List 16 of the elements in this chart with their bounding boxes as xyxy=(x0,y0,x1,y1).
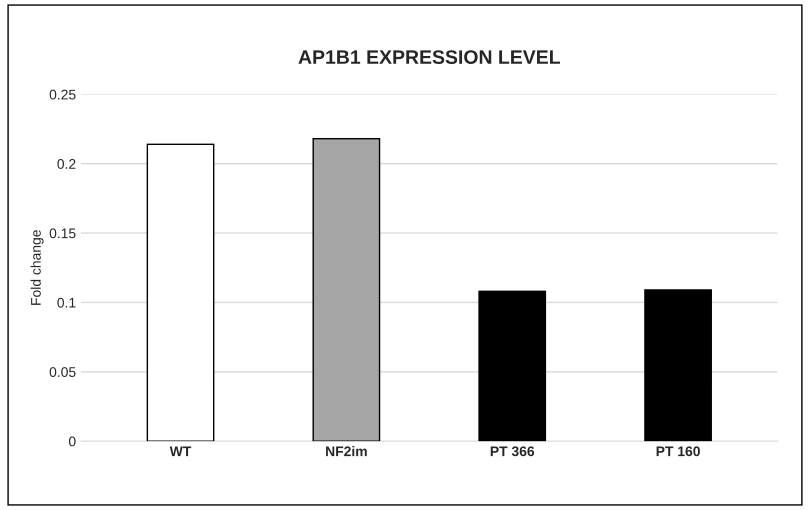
bar xyxy=(146,144,214,442)
y-tick-label: 0.1 xyxy=(57,298,76,308)
y-axis-title: Fold change xyxy=(30,230,44,305)
x-tick-label: PT 366 xyxy=(490,446,534,456)
y-tick-label: 0.05 xyxy=(50,367,76,377)
x-tick-label: NF2im xyxy=(326,446,367,456)
bar xyxy=(312,138,380,442)
chart-title: AP1B1 EXPRESSION LEVEL xyxy=(298,50,560,64)
y-tick-label: 0.15 xyxy=(50,228,76,238)
y-tick-label: 0.25 xyxy=(50,90,76,100)
bar xyxy=(644,289,712,442)
x-tick-label: WT xyxy=(170,446,192,456)
x-tick-label: PT 160 xyxy=(656,446,700,456)
y-tick-label: 0.2 xyxy=(57,159,76,169)
y-tick-label: 0 xyxy=(68,436,76,446)
bar xyxy=(478,290,546,442)
